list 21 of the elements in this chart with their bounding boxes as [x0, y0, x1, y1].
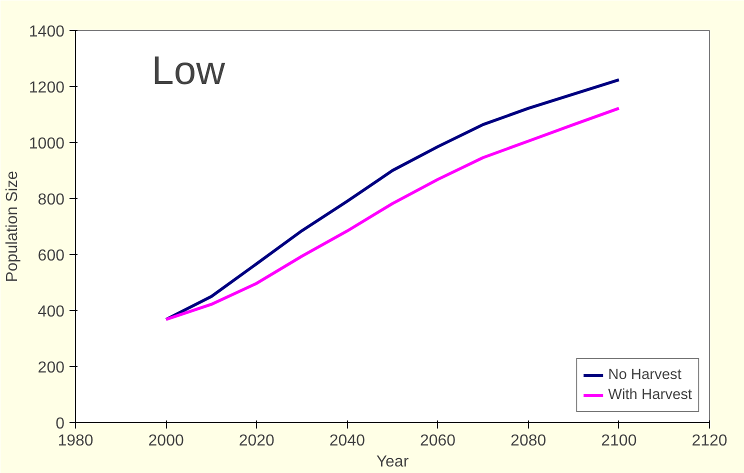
y-tick-label: 400 — [38, 304, 65, 320]
legend-label: No Harvest — [608, 367, 682, 383]
x-tick-label: 2120 — [692, 432, 728, 450]
y-tick-label: 1000 — [28, 136, 65, 152]
x-axis-title: Year — [376, 454, 410, 470]
x-tick-label: 2000 — [148, 432, 184, 450]
x-tick-label: 1980 — [58, 432, 94, 450]
y-tick-label: 800 — [38, 192, 65, 208]
y-tick-label: 200 — [38, 360, 65, 376]
y-tick-label: 600 — [38, 248, 65, 264]
annotation: Low — [152, 49, 226, 94]
y-axis-title: Population Size — [4, 170, 21, 282]
y-tick-label: 1400 — [28, 24, 65, 40]
x-tick-label: 2020 — [238, 432, 275, 450]
y-tick-label: 0 — [56, 416, 65, 432]
legend-label: With Harvest — [608, 387, 692, 403]
x-tick-label: 2080 — [510, 432, 546, 450]
x-tick-label: 2040 — [329, 432, 366, 450]
x-tick-label: 2100 — [601, 432, 637, 450]
y-tick-label: 1200 — [28, 80, 65, 96]
x-tick-label: 2060 — [420, 432, 456, 450]
